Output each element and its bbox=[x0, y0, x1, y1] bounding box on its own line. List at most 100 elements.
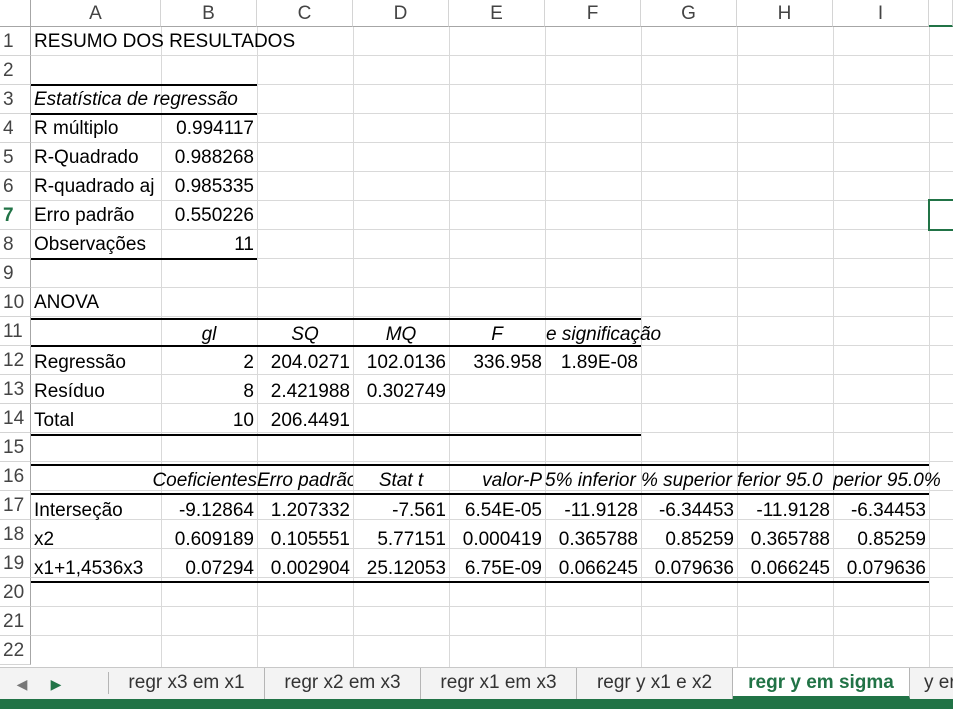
cell-h17[interactable]: -11.9128 bbox=[756, 500, 830, 521]
row-header[interactable]: 2 bbox=[0, 56, 31, 85]
cell-e12[interactable]: 336.958 bbox=[473, 352, 542, 373]
cell-d12[interactable]: 102.0136 bbox=[366, 352, 446, 373]
row-header[interactable]: 5 bbox=[0, 143, 31, 172]
cell-a14[interactable]: Total bbox=[34, 410, 75, 431]
column-header-d[interactable]: D bbox=[353, 0, 449, 27]
cell-e19[interactable]: 6.75E-09 bbox=[464, 558, 542, 579]
cell-a4[interactable]: R múltiplo bbox=[34, 118, 119, 139]
cell-b5[interactable]: 0.988268 bbox=[174, 147, 254, 168]
scroll-tabs-right-icon[interactable]: ▶ bbox=[50, 676, 62, 692]
cell-c18[interactable]: 0.105551 bbox=[270, 529, 350, 550]
row-header[interactable]: 17 bbox=[0, 491, 31, 520]
cell-b6[interactable]: 0.985335 bbox=[174, 176, 254, 197]
row-header[interactable]: 10 bbox=[0, 288, 31, 317]
column-header-f[interactable]: F bbox=[545, 0, 641, 27]
cell-g17[interactable]: -6.34453 bbox=[658, 500, 734, 521]
cell-d18[interactable]: 5.77151 bbox=[377, 529, 446, 550]
cell-g18[interactable]: 0.85259 bbox=[665, 529, 734, 550]
sheet-tab-y-er[interactable]: y er bbox=[924, 672, 953, 693]
row-header[interactable]: 18 bbox=[0, 520, 31, 549]
cell-a3[interactable]: Estatística de regressão bbox=[34, 89, 238, 110]
cell-i19[interactable]: 0.079636 bbox=[846, 558, 926, 579]
cell-i18[interactable]: 0.85259 bbox=[857, 529, 926, 550]
column-header-j[interactable] bbox=[929, 0, 953, 27]
cell-b17[interactable]: -9.12864 bbox=[178, 500, 254, 521]
cell-a6[interactable]: R-quadrado aj bbox=[34, 176, 155, 197]
column-header-e[interactable]: E bbox=[449, 0, 545, 27]
cell-b8[interactable]: 11 bbox=[234, 234, 254, 255]
sheet-tab-regr-y-x1-e-x2[interactable]: regr y x1 e x2 bbox=[577, 668, 733, 699]
select-all-corner[interactable] bbox=[0, 0, 31, 27]
cell-i16[interactable]: perior 95.0% bbox=[833, 470, 941, 491]
cell-f12[interactable]: 1.89E-08 bbox=[560, 352, 638, 373]
column-header-b[interactable]: B bbox=[161, 0, 257, 27]
row-header[interactable]: 19 bbox=[0, 549, 31, 578]
cell-d19[interactable]: 25.12053 bbox=[366, 558, 446, 579]
row-header[interactable]: 4 bbox=[0, 114, 31, 143]
cell-h16[interactable]: ferior 95.0 bbox=[737, 470, 823, 491]
cell-f18[interactable]: 0.365788 bbox=[558, 529, 638, 550]
row-header[interactable]: 9 bbox=[0, 259, 31, 288]
cell-c12[interactable]: 204.0271 bbox=[270, 352, 350, 373]
row-header[interactable]: 21 bbox=[0, 607, 31, 636]
column-header-g[interactable]: G bbox=[641, 0, 737, 27]
row-header[interactable]: 15 bbox=[0, 433, 31, 462]
row-header[interactable]: 13 bbox=[0, 375, 31, 404]
cell-b4[interactable]: 0.994117 bbox=[176, 118, 254, 139]
cell-f16[interactable]: 5% inferior bbox=[545, 470, 636, 491]
sheet-tab-regr-y-em-sigma[interactable]: regr y em sigma bbox=[733, 668, 910, 699]
cell-d11[interactable]: MQ bbox=[385, 324, 417, 345]
cell-a17[interactable]: Interseção bbox=[34, 500, 123, 521]
cell-c16[interactable]: Erro padrão bbox=[257, 470, 353, 491]
cell-b11[interactable]: gl bbox=[201, 324, 217, 345]
cell-a13[interactable]: Resíduo bbox=[34, 381, 105, 402]
column-header-i[interactable]: I bbox=[833, 0, 929, 27]
cell-f11[interactable]: e significação bbox=[546, 324, 662, 345]
cell-area[interactable]: RESUMO DOS RESULTADOS Estatística de reg… bbox=[31, 27, 953, 667]
cell-a8[interactable]: Observações bbox=[34, 234, 146, 255]
sheet-tab-regr-x2-em-x3[interactable]: regr x2 em x3 bbox=[265, 668, 421, 699]
cell-c17[interactable]: 1.207332 bbox=[270, 500, 350, 521]
selected-cell[interactable] bbox=[928, 199, 953, 231]
cell-b12[interactable]: 2 bbox=[243, 352, 254, 373]
cell-h19[interactable]: 0.066245 bbox=[750, 558, 830, 579]
cell-h18[interactable]: 0.365788 bbox=[750, 529, 830, 550]
cell-e16[interactable]: valor-P bbox=[482, 470, 542, 491]
cell-g16[interactable]: % superior bbox=[641, 470, 732, 491]
row-header[interactable]: 8 bbox=[0, 230, 31, 259]
sheet-tab-regr-x3-em-x1[interactable]: regr x3 em x1 bbox=[109, 668, 265, 699]
cell-a12[interactable]: Regressão bbox=[34, 352, 126, 373]
row-header[interactable]: 11 bbox=[0, 317, 31, 346]
cell-a19[interactable]: x1+1,4536x3 bbox=[34, 558, 144, 579]
row-header[interactable]: 12 bbox=[0, 346, 31, 375]
scroll-tabs-left-icon[interactable]: ◀ bbox=[16, 676, 28, 692]
cell-c14[interactable]: 206.4491 bbox=[270, 410, 350, 431]
cell-b7[interactable]: 0.550226 bbox=[174, 205, 254, 226]
cell-e17[interactable]: 6.54E-05 bbox=[464, 500, 542, 521]
cell-b14[interactable]: 10 bbox=[232, 410, 254, 431]
cell-c19[interactable]: 0.002904 bbox=[270, 558, 350, 579]
cell-b19[interactable]: 0.07294 bbox=[185, 558, 254, 579]
row-header[interactable]: 3 bbox=[0, 85, 31, 114]
row-header[interactable]: 1 bbox=[0, 27, 31, 56]
spreadsheet-grid[interactable]: A B C D E F G H I 1 2 3 4 5 6 7 8 9 10 1… bbox=[0, 0, 953, 667]
row-header[interactable]: 20 bbox=[0, 578, 31, 607]
cell-a18[interactable]: x2 bbox=[34, 529, 55, 550]
cell-e11[interactable]: F bbox=[491, 324, 503, 345]
cell-a5[interactable]: R-Quadrado bbox=[34, 147, 139, 168]
cell-d17[interactable]: -7.561 bbox=[392, 500, 446, 521]
cell-b18[interactable]: 0.609189 bbox=[174, 529, 254, 550]
cell-e18[interactable]: 0.000419 bbox=[462, 529, 542, 550]
row-header[interactable]: 22 bbox=[0, 636, 31, 665]
sheet-tab-regr-x1-em-x3[interactable]: regr x1 em x3 bbox=[421, 668, 577, 699]
cell-a7[interactable]: Erro padrão bbox=[34, 205, 135, 226]
cell-b16[interactable]: Coeficientes bbox=[152, 470, 257, 491]
row-header[interactable]: 6 bbox=[0, 172, 31, 201]
cell-c13[interactable]: 2.421988 bbox=[270, 381, 350, 402]
column-header-h[interactable]: H bbox=[737, 0, 833, 27]
cell-i17[interactable]: -6.34453 bbox=[850, 500, 926, 521]
cell-c11[interactable]: SQ bbox=[291, 324, 319, 345]
cell-f19[interactable]: 0.066245 bbox=[558, 558, 638, 579]
cell-d16[interactable]: Stat t bbox=[378, 470, 424, 491]
row-header[interactable]: 14 bbox=[0, 404, 31, 433]
